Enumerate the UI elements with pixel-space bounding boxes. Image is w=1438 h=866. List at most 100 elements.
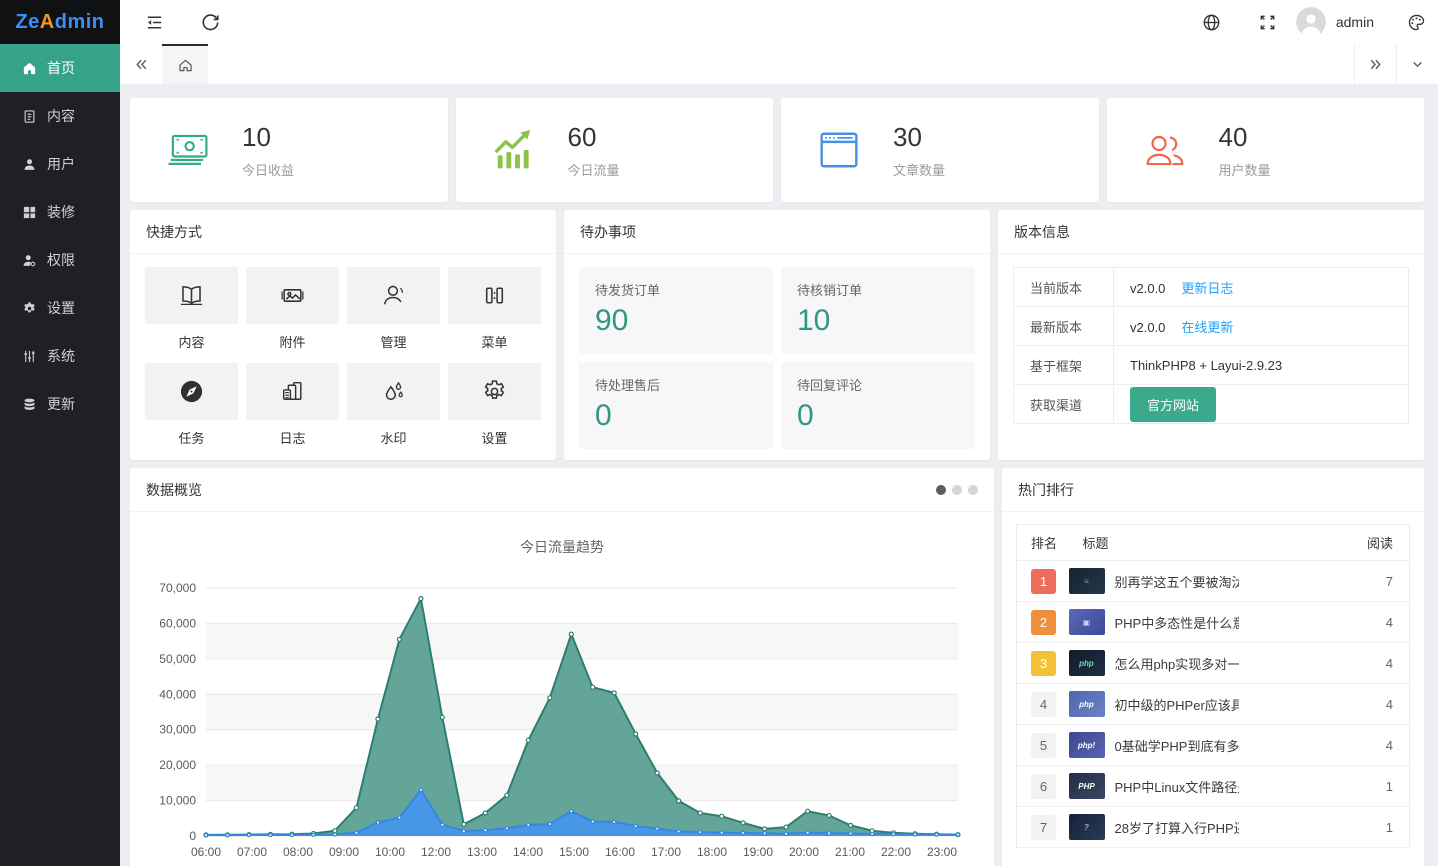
version-row-value: v2.0.0 更新日志 xyxy=(1113,267,1409,307)
stat-label: 今日收益 xyxy=(242,162,295,178)
sidebar-item-system[interactable]: 系统 xyxy=(0,332,120,380)
shortcut-setting[interactable]: 设置 xyxy=(448,363,541,447)
ranking-row[interactable]: 1 ≡ 别再学这五个要被淘汰的编程语言了 7 xyxy=(1016,560,1410,602)
shortcut-manage[interactable]: 管理 xyxy=(347,267,440,351)
ranking-row[interactable]: 4 php 初中级的PHPer应该具备这些技能 4 xyxy=(1016,683,1410,725)
shortcut-label: 日志 xyxy=(279,431,306,446)
sliders-icon xyxy=(22,349,37,364)
sidebar-item-content[interactable]: 内容 xyxy=(0,92,120,140)
sidebar-item-home[interactable]: 首页 xyxy=(0,44,120,92)
carousel-dot[interactable] xyxy=(936,484,946,495)
tabs-scroll-left-button[interactable] xyxy=(120,44,162,84)
ranking-row[interactable]: 2 ▣ PHP中多态性是什么意思? 4 xyxy=(1016,601,1410,643)
collapse-menu-icon[interactable] xyxy=(126,0,182,44)
shortcut-attachment[interactable]: 附件 xyxy=(246,267,339,351)
svg-text:22:00: 22:00 xyxy=(881,845,911,859)
carousel-dot[interactable] xyxy=(952,484,962,495)
svg-text:0: 0 xyxy=(189,829,196,843)
version-link[interactable]: 更新日志 xyxy=(1181,280,1234,296)
stat-value: 40 xyxy=(1218,121,1248,152)
title-cell: php! 0基础学PHP到底有多难 xyxy=(1068,724,1239,766)
users-icon xyxy=(1139,124,1191,176)
rank-cell: 6 xyxy=(1016,765,1069,807)
article-thumbnail: php! xyxy=(1068,732,1105,758)
todo-item[interactable]: 待核销订单 10 xyxy=(781,267,975,354)
svg-text:50,000: 50,000 xyxy=(159,652,196,666)
sidebar-item-label: 系统 xyxy=(47,348,75,364)
avatar[interactable] xyxy=(1295,7,1326,37)
todo-item[interactable]: 待发货订单 90 xyxy=(579,267,773,354)
todo-label: 待发货订单 xyxy=(595,283,661,298)
reads-cell: 4 xyxy=(1239,601,1410,643)
fullscreen-icon[interactable] xyxy=(1240,0,1296,44)
todo-panel-header: 待办事项 xyxy=(564,210,990,254)
overview-panel-header: 数据概览 xyxy=(130,468,994,512)
ranking-row[interactable]: 3 php 怎么用php实现多对一通讯录 4 xyxy=(1016,642,1410,684)
version-panel-header: 版本信息 xyxy=(998,210,1424,254)
rank-badge: 3 xyxy=(1031,650,1056,676)
svg-text:13:00: 13:00 xyxy=(467,845,497,859)
rank-cell: 4 xyxy=(1016,683,1069,725)
refresh-icon[interactable] xyxy=(182,0,238,44)
carousel-dot[interactable] xyxy=(968,484,978,495)
main-content: 10 今日收益 60 今日流量 30 文章数量 40 用户数量 快捷方式 xyxy=(120,84,1438,866)
sidebar-item-label: 权限 xyxy=(47,252,75,268)
todo-item[interactable]: 待回复评论 0 xyxy=(781,362,975,449)
version-link[interactable]: 在线更新 xyxy=(1181,319,1234,335)
theme-palette-icon[interactable] xyxy=(1394,0,1438,44)
svg-text:23:00: 23:00 xyxy=(927,845,957,859)
shortcut-watermark[interactable]: 水印 xyxy=(347,363,440,447)
svg-text:30,000: 30,000 xyxy=(159,723,196,737)
username[interactable]: admin xyxy=(1335,14,1374,30)
ranking-row[interactable]: 7 ? 28岁了打算入行PHP还来得及吗 1 xyxy=(1016,806,1410,848)
todo-item[interactable]: 待处理售后 0 xyxy=(579,362,773,449)
person-icon xyxy=(380,282,407,309)
panel-title: 待办事项 xyxy=(580,223,636,240)
svg-text:21:00: 21:00 xyxy=(835,845,865,859)
shortcut-label: 水印 xyxy=(380,431,407,446)
sidebar-item-label: 用户 xyxy=(47,156,75,172)
money-icon xyxy=(162,124,214,176)
tabs-scroll-right-button[interactable] xyxy=(1354,44,1396,84)
rank-cell: 3 xyxy=(1016,642,1069,684)
shortcut-menu[interactable]: 菜单 xyxy=(448,267,541,351)
shortcut-task[interactable]: 任务 xyxy=(145,363,238,447)
version-row: 当前版本 v2.0.0 更新日志 xyxy=(1013,267,1409,307)
sidebar-item-users[interactable]: 用户 xyxy=(0,140,120,188)
sidebar-item-permission[interactable]: 权限 xyxy=(0,236,120,284)
book-icon xyxy=(178,282,205,309)
official-site-button[interactable]: 官方网站 xyxy=(1130,386,1217,422)
svg-text:10,000: 10,000 xyxy=(159,794,196,808)
language-globe-icon[interactable] xyxy=(1184,0,1240,44)
shortcut-label: 任务 xyxy=(178,431,205,446)
shortcut-box xyxy=(145,267,238,324)
version-row: 最新版本 v2.0.0 在线更新 xyxy=(1013,306,1409,346)
tabs-menu-button[interactable] xyxy=(1396,44,1438,84)
stat-label: 文章数量 xyxy=(893,162,946,178)
sidebar-item-decorate[interactable]: 装修 xyxy=(0,188,120,236)
stat-value: 30 xyxy=(893,121,922,152)
ranking-row[interactable]: 6 PHP PHP中Linux文件路径是否存在怎么判断? 1 xyxy=(1016,765,1410,807)
svg-text:19:00: 19:00 xyxy=(743,845,773,859)
stat-card-flow: 60 今日流量 xyxy=(455,98,773,202)
todo-value: 10 xyxy=(797,304,831,337)
todo-label: 待处理售后 xyxy=(595,378,661,393)
sidebar-item-settings[interactable]: 设置 xyxy=(0,284,120,332)
shortcut-log[interactable]: 日志 xyxy=(246,363,339,447)
sidebar-item-label: 设置 xyxy=(47,300,75,316)
tab-home[interactable] xyxy=(162,44,208,84)
version-row-value: ThinkPHP8 + Layui-2.9.23 xyxy=(1113,345,1409,385)
columns-icon xyxy=(481,282,508,309)
article-title: 28岁了打算入行PHP还来得及吗 xyxy=(1114,820,1240,836)
shortcut-label: 菜单 xyxy=(481,335,508,350)
sidebar-item-update[interactable]: 更新 xyxy=(0,380,120,428)
shortcut-content[interactable]: 内容 xyxy=(145,267,238,351)
stat-label: 今日流量 xyxy=(567,162,620,178)
svg-text:15:00: 15:00 xyxy=(559,845,589,859)
ranking-row[interactable]: 5 php! 0基础学PHP到底有多难 4 xyxy=(1016,724,1410,766)
todo-value: 0 xyxy=(797,399,814,432)
version-row-label: 基于框架 xyxy=(1013,345,1114,385)
panel-title: 热门排行 xyxy=(1018,481,1074,498)
shortcut-label: 附件 xyxy=(279,335,306,350)
stat-meta: 10 今日收益 xyxy=(242,122,294,179)
